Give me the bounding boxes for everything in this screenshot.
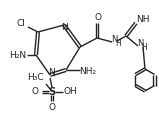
- Text: N: N: [137, 39, 143, 48]
- Text: N: N: [111, 35, 117, 44]
- Text: N: N: [49, 68, 55, 77]
- Text: NH₂: NH₂: [80, 67, 97, 77]
- Text: O: O: [31, 87, 38, 96]
- Text: Cl: Cl: [17, 19, 25, 29]
- Text: N: N: [61, 23, 68, 32]
- Text: H₃C: H₃C: [27, 73, 43, 83]
- Text: H₂N: H₂N: [9, 51, 27, 60]
- Text: H: H: [115, 39, 121, 48]
- Text: H: H: [141, 44, 147, 53]
- Text: OH: OH: [63, 87, 77, 96]
- Text: O: O: [94, 12, 101, 21]
- Text: O: O: [48, 103, 55, 113]
- Text: NH: NH: [136, 15, 150, 24]
- Text: S: S: [48, 87, 55, 97]
